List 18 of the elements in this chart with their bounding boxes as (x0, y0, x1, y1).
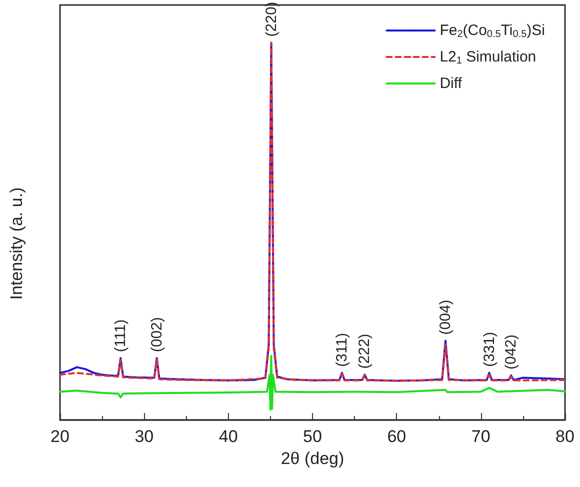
annotation: (004) (436, 300, 454, 335)
annotation: (311) (333, 332, 350, 367)
x-tick-label: 70 (471, 427, 490, 446)
annotation: (002) (148, 317, 166, 352)
x-tick-label: 40 (218, 427, 238, 446)
legend-label: Diff (440, 75, 463, 92)
x-tick-label: 30 (134, 427, 154, 446)
x-tick-label: 60 (387, 427, 406, 446)
y-axis-title: Intensity (a. u.) (7, 187, 26, 300)
annotation: (042) (502, 334, 520, 370)
annotation: (111) (112, 319, 130, 352)
annotation: (222) (356, 334, 374, 369)
x-tick-label: 50 (303, 427, 322, 446)
annotation: (331) (480, 332, 498, 367)
x-tick-label: 80 (556, 427, 574, 446)
x-axis-title: 2θ (deg) (280, 449, 344, 468)
x-tick-label: 20 (50, 427, 70, 446)
annotation: (220) (262, 2, 280, 37)
